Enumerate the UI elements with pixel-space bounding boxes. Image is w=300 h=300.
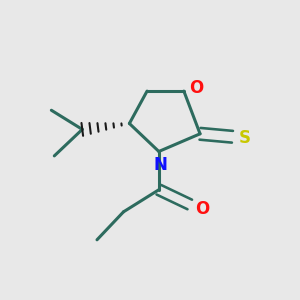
Text: S: S	[239, 129, 251, 147]
Text: O: O	[189, 79, 203, 97]
Text: N: N	[153, 156, 167, 174]
Text: O: O	[195, 200, 209, 218]
